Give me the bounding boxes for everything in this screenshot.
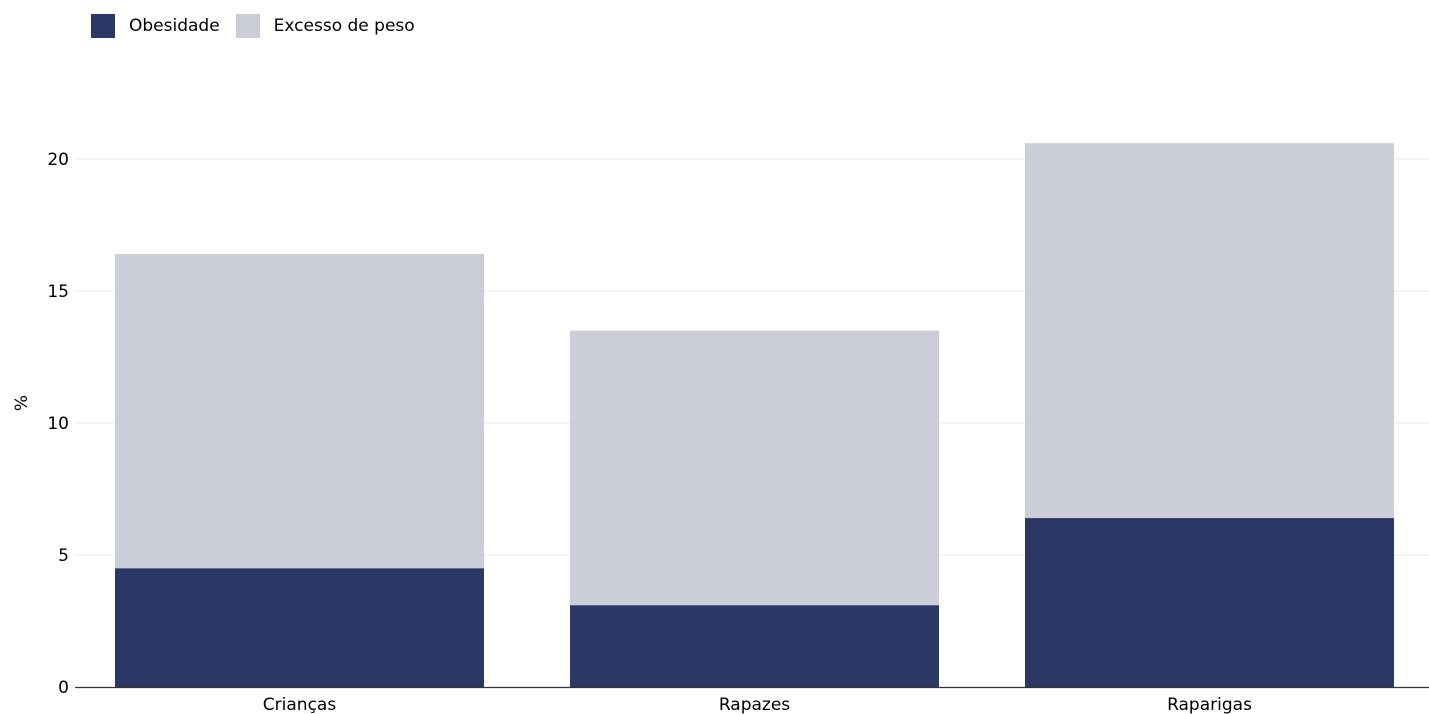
- bar-excesso-de-peso-rapazes[interactable]: [570, 330, 939, 606]
- bars: [115, 143, 1394, 687]
- legend-label-obesidade: Obesidade: [129, 16, 220, 36]
- y-tick-label-15: 15: [47, 282, 69, 302]
- x-tick-label-raparigas: Raparigas: [1167, 695, 1252, 714]
- bar-obesidade-crianças[interactable]: [115, 568, 484, 687]
- legend-swatch-excesso-de-peso: [235, 14, 260, 38]
- x-tick-label-crianças: Crianças: [263, 695, 337, 714]
- y-tick-labels: 0 5 10 15 20: [47, 150, 69, 698]
- bar-obesidade-raparigas[interactable]: [1025, 518, 1394, 687]
- legend: Obesidade Excesso de peso: [91, 14, 431, 38]
- bar-obesidade-rapazes[interactable]: [570, 605, 939, 687]
- y-tick-label-20: 20: [47, 150, 69, 170]
- legend-label-excesso-de-peso: Excesso de peso: [273, 16, 415, 36]
- legend-item-obesidade[interactable]: Obesidade: [91, 14, 220, 38]
- x-tick-label-rapazes: Rapazes: [719, 695, 790, 714]
- bar-excesso-de-peso-raparigas[interactable]: [1025, 143, 1394, 519]
- y-tick-label-10: 10: [47, 414, 69, 434]
- bar-excesso-de-peso-crianças[interactable]: [115, 254, 484, 569]
- legend-item-excesso-de-peso[interactable]: Excesso de peso: [235, 14, 415, 38]
- y-axis-label: %: [12, 395, 32, 411]
- x-tick-labels: Crianças Rapazes Raparigas: [263, 695, 1252, 714]
- y-tick-label-0: 0: [58, 678, 69, 698]
- legend-swatch-obesidade: [91, 14, 115, 38]
- y-tick-label-5: 5: [58, 546, 69, 566]
